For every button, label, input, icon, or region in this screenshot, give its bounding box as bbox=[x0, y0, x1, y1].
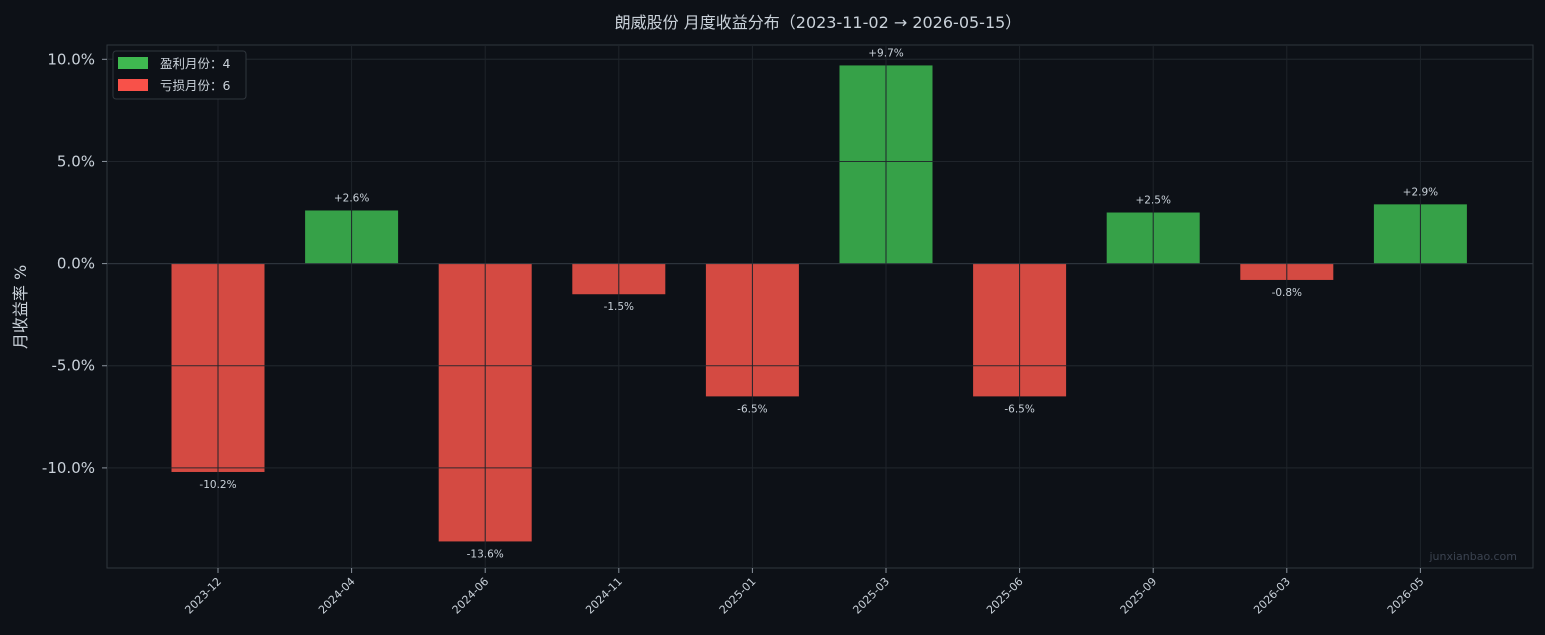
chart-title: 朗威股份 月度收益分布（2023-11-02 → 2026-05-15） bbox=[615, 13, 1022, 32]
legend-swatch bbox=[118, 57, 148, 69]
data-label: -6.5% bbox=[737, 403, 767, 415]
watermark: junxianbao.com bbox=[1428, 550, 1517, 563]
data-label: +2.6% bbox=[334, 192, 369, 204]
legend: 盈利月份：4 亏损月份：6 bbox=[112, 50, 247, 100]
y-axis-label: 月收益率 % bbox=[11, 265, 30, 349]
data-label: -13.6% bbox=[467, 548, 504, 560]
y-tick-label: 5.0% bbox=[57, 152, 95, 170]
data-label: -0.8% bbox=[1272, 287, 1302, 299]
data-label: -10.2% bbox=[199, 479, 236, 491]
plot-frame bbox=[106, 44, 1534, 569]
data-label: +9.7% bbox=[868, 47, 903, 59]
data-label: -6.5% bbox=[1004, 403, 1034, 415]
y-tick-label: -5.0% bbox=[51, 357, 95, 375]
data-label: +2.5% bbox=[1135, 195, 1170, 207]
y-tick-label: 0.0% bbox=[57, 255, 95, 273]
y-tick-label: -10.0% bbox=[42, 459, 95, 477]
data-label: +2.9% bbox=[1403, 186, 1438, 198]
data-label: -1.5% bbox=[604, 301, 634, 313]
legend-label: 盈利月份：4 bbox=[160, 56, 231, 71]
legend-swatch bbox=[118, 79, 148, 91]
legend-label: 亏损月份：6 bbox=[160, 78, 231, 93]
plot-area: 10.0% 5.0% 0.0% -5.0% -10.0% -10.2% +2.6% -13.6… bbox=[42, 44, 1534, 617]
y-tick-label: 10.0% bbox=[47, 50, 95, 68]
